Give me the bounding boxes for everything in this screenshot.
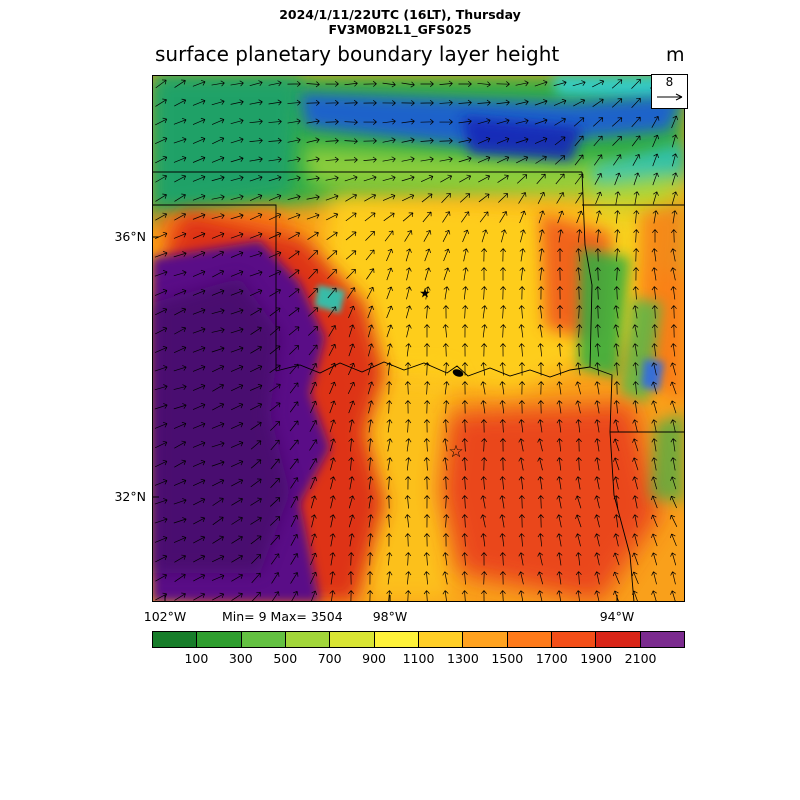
open-star-marker: ☆ bbox=[448, 442, 463, 462]
colorbar-tick-label: 300 bbox=[228, 651, 253, 666]
wind-reference-box: 8 bbox=[651, 74, 688, 109]
minmax-label: Min= 9 Max= 3504 bbox=[222, 609, 343, 624]
colorbar-segment bbox=[640, 632, 684, 647]
colorbar-segment bbox=[507, 632, 552, 647]
wind-reference-value: 8 bbox=[665, 75, 674, 89]
colorbar-tick-label: 2100 bbox=[624, 651, 657, 666]
map-panel: ★ ☆ bbox=[152, 75, 685, 602]
lon-tick-label: 102°W bbox=[143, 609, 187, 624]
chart-title: surface planetary boundary layer height bbox=[155, 42, 560, 66]
model-run-line: FV3M0B2L1_GFS025 bbox=[328, 22, 472, 37]
colorbar-segment bbox=[330, 632, 375, 647]
border-oklahoma-east bbox=[581, 171, 593, 368]
colorbar-tick-label: 500 bbox=[273, 651, 298, 666]
colorbar-segment bbox=[374, 632, 419, 647]
colorbar-tick-label: 900 bbox=[362, 651, 387, 666]
colorbar-tick-label: 1700 bbox=[535, 651, 568, 666]
lat-tick-label: 36°N bbox=[114, 229, 146, 244]
colorbar-tick-label: 100 bbox=[184, 651, 209, 666]
colorbar-segment bbox=[418, 632, 464, 647]
river-lake-blob bbox=[452, 369, 464, 377]
colorbar-tick-label: 1300 bbox=[447, 651, 479, 666]
pbl-height-map: ★☆ bbox=[152, 75, 685, 602]
colorbar-segment bbox=[596, 632, 641, 647]
wind-reference-arrow bbox=[657, 93, 683, 101]
colorbar-tick-label: 700 bbox=[317, 651, 342, 666]
lon-tick-label: 98°W bbox=[372, 609, 408, 624]
border-texas-east bbox=[589, 366, 635, 602]
colorbar bbox=[152, 631, 685, 648]
colorbar-segment bbox=[197, 632, 242, 647]
colorbar-segment bbox=[551, 632, 597, 647]
colorbar-segment bbox=[285, 632, 331, 647]
units-label: m bbox=[666, 44, 685, 66]
colorbar-segment bbox=[463, 632, 508, 647]
border-texas-panhandle bbox=[152, 204, 277, 371]
lon-tick-label: 94°W bbox=[599, 609, 635, 624]
colorbar-tick-label: 1100 bbox=[402, 651, 435, 666]
lat-tick-label: 32°N bbox=[114, 489, 146, 504]
datetime-line: 2024/1/11/22UTC (16LT), Thursday bbox=[279, 7, 521, 22]
solid-star-marker: ★ bbox=[419, 287, 431, 302]
colorbar-segment bbox=[153, 632, 198, 647]
colorbar-segment bbox=[241, 632, 286, 647]
colorbar-tick-label: 1500 bbox=[491, 651, 524, 666]
colorbar-tick-label: 1900 bbox=[580, 651, 613, 666]
